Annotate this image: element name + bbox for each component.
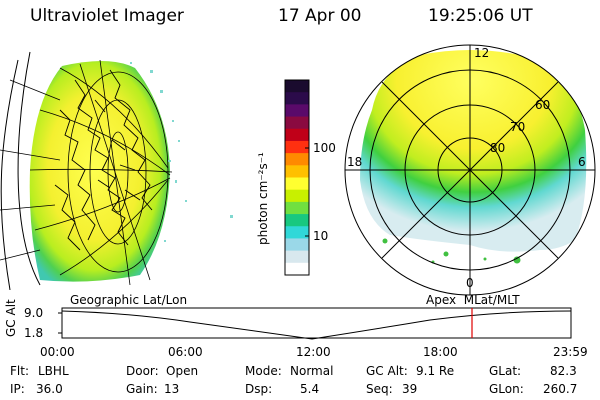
timeline-plot: [58, 307, 572, 340]
colorbar-band: [285, 238, 309, 252]
orbit-altitude-curve: [61, 310, 572, 340]
status-gain-value: 13: [164, 382, 180, 396]
colorbar-label-100: 100: [313, 141, 336, 155]
colorbar-band: [285, 177, 309, 191]
colorbar-band: [285, 250, 309, 264]
colorbar-band: [285, 80, 309, 93]
mlt-label-6: 6: [578, 155, 586, 169]
status-door-value: Open: [166, 364, 199, 378]
timeline-xtick-0000: 00:00: [40, 345, 75, 359]
timeline-xtick-2359: 23:59: [553, 345, 588, 359]
colorbar-band: [285, 165, 309, 178]
status-door-label: Door:: [126, 364, 159, 378]
geographic-caption: Geographic Lat/Lon: [70, 293, 188, 307]
colorbar-band: [285, 116, 309, 130]
timeline-ytick-9: 9.0: [24, 306, 44, 320]
status-flt-value: LBHL: [38, 364, 69, 378]
mlt-label-18: 18: [347, 155, 363, 169]
timeline-xtick-1800: 18:00: [423, 345, 458, 359]
colorbar-label-10: 10: [313, 229, 329, 243]
mlat-label-80: 80: [490, 141, 506, 155]
time-label: 19:25:06 UT: [428, 6, 533, 26]
colorbar-band: [285, 201, 309, 215]
timeline-xtick-0600: 06:00: [168, 345, 203, 359]
polar-image: [344, 44, 596, 296]
colorbar-band: [285, 226, 309, 239]
mlt-label-0: 0: [466, 276, 474, 290]
status-glat-label: GLat:: [489, 364, 522, 378]
colorbar-band: [285, 214, 309, 227]
status-dsp-label: Dsp:: [245, 382, 273, 396]
status-ip-label: IP:: [10, 382, 25, 396]
colorbar: [285, 80, 309, 276]
status-gcalt-label: GC Alt:: [366, 364, 408, 378]
status-glon-label: GLon:: [489, 382, 524, 396]
status-dsp-value: 5.4: [300, 382, 320, 396]
status-glon-value: 260.7: [543, 382, 578, 396]
colorbar-band: [285, 140, 309, 154]
timeline-xtick-1200: 12:00: [296, 345, 331, 359]
geographic-image: [0, 51, 233, 290]
mlat-label-60: 60: [535, 98, 551, 112]
colorbar-unit-label: photon cm⁻²s⁻¹: [256, 152, 270, 245]
status-glat-value: 82.3: [550, 364, 577, 378]
instrument-title: Ultraviolet Imager: [30, 6, 184, 26]
status-ip-value: 36.0: [36, 382, 63, 396]
colorbar-frame: [284, 79, 310, 276]
status-gain-label: Gain:: [126, 382, 158, 396]
colorbar-band: [285, 104, 309, 118]
mlat-label-70: 70: [510, 120, 526, 134]
colorbar-band: [285, 128, 309, 142]
colorbar-band: [285, 92, 309, 105]
colorbar-band: [285, 189, 309, 203]
status-mode-value: Normal: [290, 364, 334, 378]
date-label: 17 Apr 00: [278, 6, 362, 26]
apex-caption: Apex MLat/MLT: [426, 293, 520, 307]
status-flt-label: Flt:: [10, 364, 29, 378]
colorbar-band: [285, 153, 309, 166]
colorbar-band: [285, 262, 309, 276]
status-mode-label: Mode:: [245, 364, 282, 378]
status-seq-value: 39: [402, 382, 418, 396]
mlt-label-12: 12: [474, 46, 490, 60]
timeline-ytick-1-8: 1.8: [24, 326, 44, 340]
timeline-axis-label: GC Alt: [4, 299, 18, 337]
status-gcalt-value: 9.1 Re: [416, 364, 455, 378]
status-seq-label: Seq:: [366, 382, 393, 396]
